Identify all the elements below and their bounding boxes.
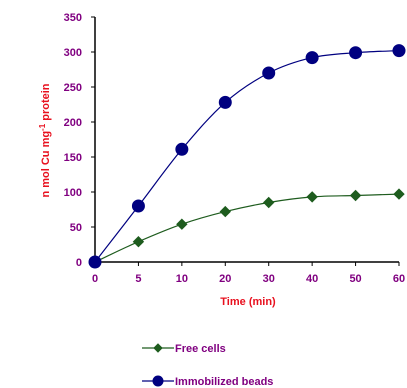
series-layer bbox=[88, 44, 406, 269]
y-tick-label: 150 bbox=[64, 152, 82, 164]
x-axis-title: Time (min) bbox=[220, 296, 276, 308]
legend-item: Free cells bbox=[142, 343, 226, 355]
y-ticks: 0 50 100 150 200 250 300 350 bbox=[64, 12, 95, 269]
axes bbox=[94, 17, 399, 263]
x-tick-label: 10 bbox=[176, 273, 188, 285]
legend-item: Immobilized beads bbox=[142, 375, 273, 388]
x-ticks: 0 5 10 20 30 40 50 60 bbox=[92, 262, 405, 285]
circle-point bbox=[88, 255, 102, 269]
x-tick-label: 30 bbox=[263, 273, 275, 285]
y-tick-label: 100 bbox=[64, 187, 82, 199]
x-tick-label: 0 bbox=[92, 273, 98, 285]
diamond-point bbox=[349, 189, 362, 202]
circle-point bbox=[218, 95, 232, 109]
diamond-point bbox=[176, 218, 188, 230]
legend-diamond-marker bbox=[153, 343, 163, 353]
legend-circle-marker bbox=[152, 375, 164, 387]
y-tick-label: 350 bbox=[64, 12, 82, 24]
diamond-point bbox=[132, 235, 145, 248]
diamond-point bbox=[263, 196, 275, 209]
y-axis-title-tail: protein bbox=[40, 83, 52, 124]
y-axis-title: n mol Cu mg-1 protein bbox=[38, 83, 53, 197]
legend-label: Free cells bbox=[175, 343, 226, 355]
y-tick-label: 250 bbox=[64, 82, 82, 94]
circle-point bbox=[305, 51, 319, 65]
y-tick-label: 300 bbox=[64, 47, 82, 59]
x-tick-label: 20 bbox=[219, 273, 231, 285]
legend-label: Immobilized beads bbox=[175, 376, 273, 388]
series-2 bbox=[88, 44, 406, 269]
x-tick-label: 5 bbox=[135, 273, 141, 285]
legend: Free cells Immobilized beads bbox=[142, 343, 273, 388]
circle-point bbox=[349, 46, 363, 60]
x-tick-label: 60 bbox=[393, 273, 405, 285]
diamond-point bbox=[219, 205, 231, 218]
circle-point bbox=[262, 66, 276, 80]
x-tick-label: 40 bbox=[306, 273, 318, 285]
series-1 bbox=[89, 188, 405, 268]
series-line bbox=[94, 50, 400, 263]
diamond-point bbox=[393, 188, 405, 200]
y-tick-label: 0 bbox=[76, 257, 82, 269]
y-axis-title-superscript: -1 bbox=[38, 123, 47, 131]
circle-point bbox=[131, 199, 145, 213]
y-tick-label: 50 bbox=[70, 222, 82, 234]
y-tick-label: 200 bbox=[64, 117, 82, 129]
circle-point bbox=[175, 142, 189, 156]
x-tick-label: 50 bbox=[349, 273, 361, 285]
circle-point bbox=[392, 44, 406, 58]
y-axis-title-main: n mol Cu mg bbox=[40, 131, 52, 198]
diamond-point bbox=[306, 191, 318, 203]
